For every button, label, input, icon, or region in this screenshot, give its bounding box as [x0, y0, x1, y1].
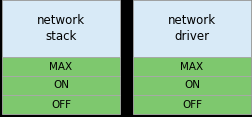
Bar: [2, 76, 119, 95]
Text: MAX: MAX: [49, 62, 72, 71]
Text: MAX: MAX: [180, 62, 203, 71]
Bar: [133, 0, 250, 57]
Bar: [133, 76, 250, 95]
Text: ON: ON: [53, 80, 69, 91]
Text: network
driver: network driver: [167, 14, 215, 43]
Text: ON: ON: [183, 80, 199, 91]
Bar: [133, 57, 250, 76]
Bar: [2, 95, 119, 114]
Text: network
stack: network stack: [37, 14, 85, 43]
Bar: [133, 95, 250, 114]
Text: OFF: OFF: [51, 99, 71, 110]
Text: OFF: OFF: [181, 99, 201, 110]
Bar: [2, 57, 119, 76]
Bar: [2, 0, 119, 57]
